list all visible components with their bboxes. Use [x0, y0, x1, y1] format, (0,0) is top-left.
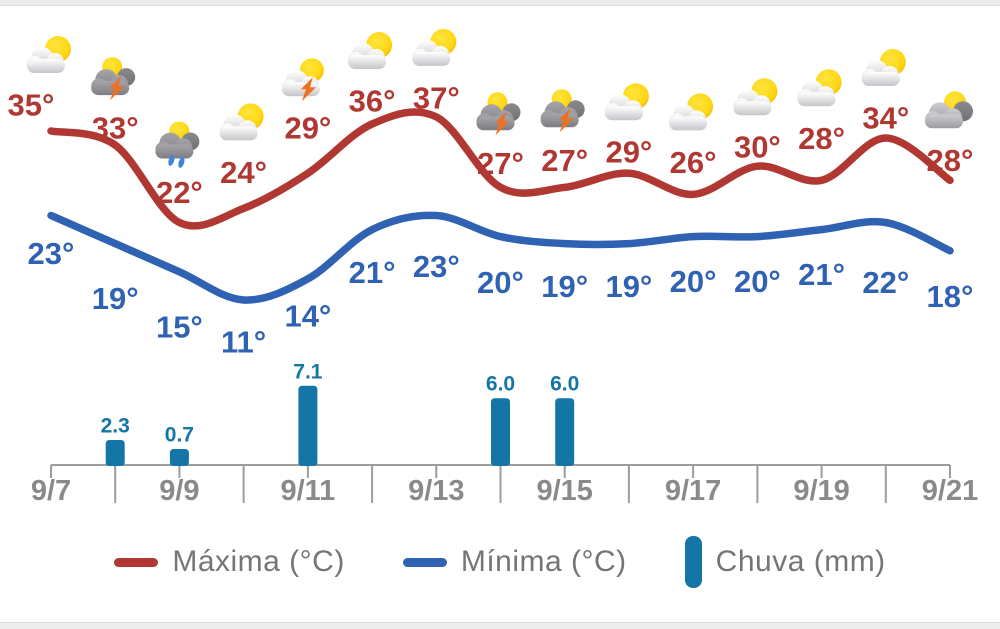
- x-axis-label: 9/13: [408, 475, 464, 507]
- max-temp-label: 27°: [541, 143, 588, 178]
- weather-icon-rain: [155, 121, 200, 168]
- weather-icon-thunderstorm: [540, 89, 585, 133]
- legend-item-maxima: Máxima (°C): [114, 545, 345, 579]
- min-temp-label: 20°: [734, 264, 781, 299]
- weather-icon-partly-cloudy: [861, 49, 906, 86]
- weather-icon-thunderstorm: [476, 92, 521, 136]
- min-temp-label: 14°: [284, 298, 331, 333]
- max-temp-label: 30°: [734, 130, 781, 165]
- weather-icon-partly-cloudy: [669, 93, 714, 131]
- min-temp-line: [47, 211, 954, 304]
- top-edge-strip: [0, 0, 1000, 6]
- weather-icon-partly-cloudy: [27, 36, 71, 73]
- min-temp-label: 23°: [28, 236, 75, 271]
- max-temp-label: 26°: [670, 145, 717, 180]
- rain-value-label: 2.3: [101, 415, 130, 438]
- weather-icon-partly-cloudy: [604, 83, 649, 121]
- min-temp-label: 19°: [92, 281, 139, 316]
- max-temp-label: 28°: [798, 121, 845, 156]
- min-temp-label: 20°: [477, 265, 524, 300]
- chuva-label: Chuva (mm): [715, 545, 886, 578]
- lightning-icon: [558, 108, 574, 133]
- min-temp-label: 11°: [221, 325, 266, 360]
- min-temp-label: 21°: [349, 255, 396, 290]
- max-temp-label: 28°: [927, 143, 974, 178]
- rain-bar: [491, 398, 510, 466]
- bottom-edge-strip: [0, 622, 1000, 629]
- min-temp-label: 20°: [670, 264, 717, 299]
- x-axis: 9/7 9/9 9/11 9/13 9/15 9/17 9/19 9/21: [31, 464, 978, 507]
- x-axis-label: 9/15: [536, 475, 592, 507]
- x-axis-label: 9/9: [159, 475, 199, 507]
- weather-icon-partly-cloudy: [412, 28, 457, 66]
- rain-value-label: 0.7: [165, 424, 194, 447]
- max-temp-label: 27°: [477, 146, 524, 181]
- weather-icon-partly-cloudy: [797, 69, 842, 107]
- min-temp-label: 19°: [605, 269, 652, 304]
- x-axis-label: 9/21: [922, 475, 978, 507]
- minima-line-swatch: [402, 557, 447, 567]
- max-temp-line: [47, 108, 954, 230]
- rain-bar: [169, 449, 189, 466]
- weather-icon-partly-cloudy: [733, 78, 778, 116]
- maxima-label: Máxima (°C): [172, 545, 345, 578]
- min-temp-label: 18°: [927, 279, 974, 314]
- lightning-icon: [109, 76, 125, 101]
- legend-item-chuva: Chuva (mm): [684, 536, 886, 588]
- legend-item-minima: Mínima (°C): [402, 545, 627, 579]
- weather-icon-sun-storm: [281, 58, 324, 102]
- max-temp-label: 37°: [413, 80, 460, 115]
- weather-icon-partly-cloudy: [348, 32, 393, 69]
- min-temp-label: 21°: [798, 257, 845, 292]
- max-temp-label: 35°: [8, 88, 55, 123]
- max-temp-label: 22°: [156, 175, 203, 210]
- x-axis-label: 9/17: [665, 475, 721, 507]
- x-axis-label: 9/7: [31, 475, 71, 507]
- min-temp-label: 15°: [156, 309, 203, 344]
- lightning-icon: [300, 77, 316, 102]
- rain-bar: [298, 385, 318, 466]
- rain-value-label: 6.0: [550, 373, 579, 396]
- chart-legend: Máxima (°C) Mínima (°C) Chuva (mm): [0, 531, 1000, 593]
- x-axis-label: 9/19: [793, 475, 849, 507]
- raindrop-icon: [168, 155, 175, 166]
- max-temp-label: 34°: [862, 101, 909, 136]
- max-temp-label: 36°: [349, 84, 396, 119]
- min-temp-label: 22°: [862, 265, 909, 300]
- rain-value-label: 7.1: [293, 360, 323, 383]
- rain-bar: [105, 440, 125, 466]
- max-temp-label: 29°: [284, 111, 331, 146]
- min-temp-label: 19°: [541, 269, 588, 304]
- weather-icon-partly-cloudy: [219, 103, 264, 141]
- max-temp-label: 33°: [92, 111, 139, 146]
- x-axis-label: 9/11: [280, 475, 335, 507]
- max-temp-label: 29°: [605, 135, 652, 170]
- forecast-chart: 9/7 9/9 9/11 9/13 9/15 9/17 9/19 9/21 2.3 0.7 7.1 6…: [8, 28, 978, 507]
- maxima-line-swatch: [114, 557, 159, 567]
- lightning-icon: [494, 111, 510, 136]
- rain-value-label: 6.0: [486, 373, 515, 396]
- raindrop-icon: [178, 157, 185, 168]
- max-temp-label: 24°: [220, 155, 267, 190]
- minima-label: Mínima (°C): [460, 545, 627, 578]
- weather-icon-thunderstorm: [91, 57, 136, 101]
- rain-bar: [555, 398, 575, 466]
- min-temp-label: 23°: [413, 249, 460, 284]
- rain-bars: 2.3 0.7 7.1 6.0 6.0: [101, 360, 579, 466]
- weather-icon-mostly-cloudy: [925, 91, 973, 129]
- chuva-bar-swatch: [684, 536, 702, 588]
